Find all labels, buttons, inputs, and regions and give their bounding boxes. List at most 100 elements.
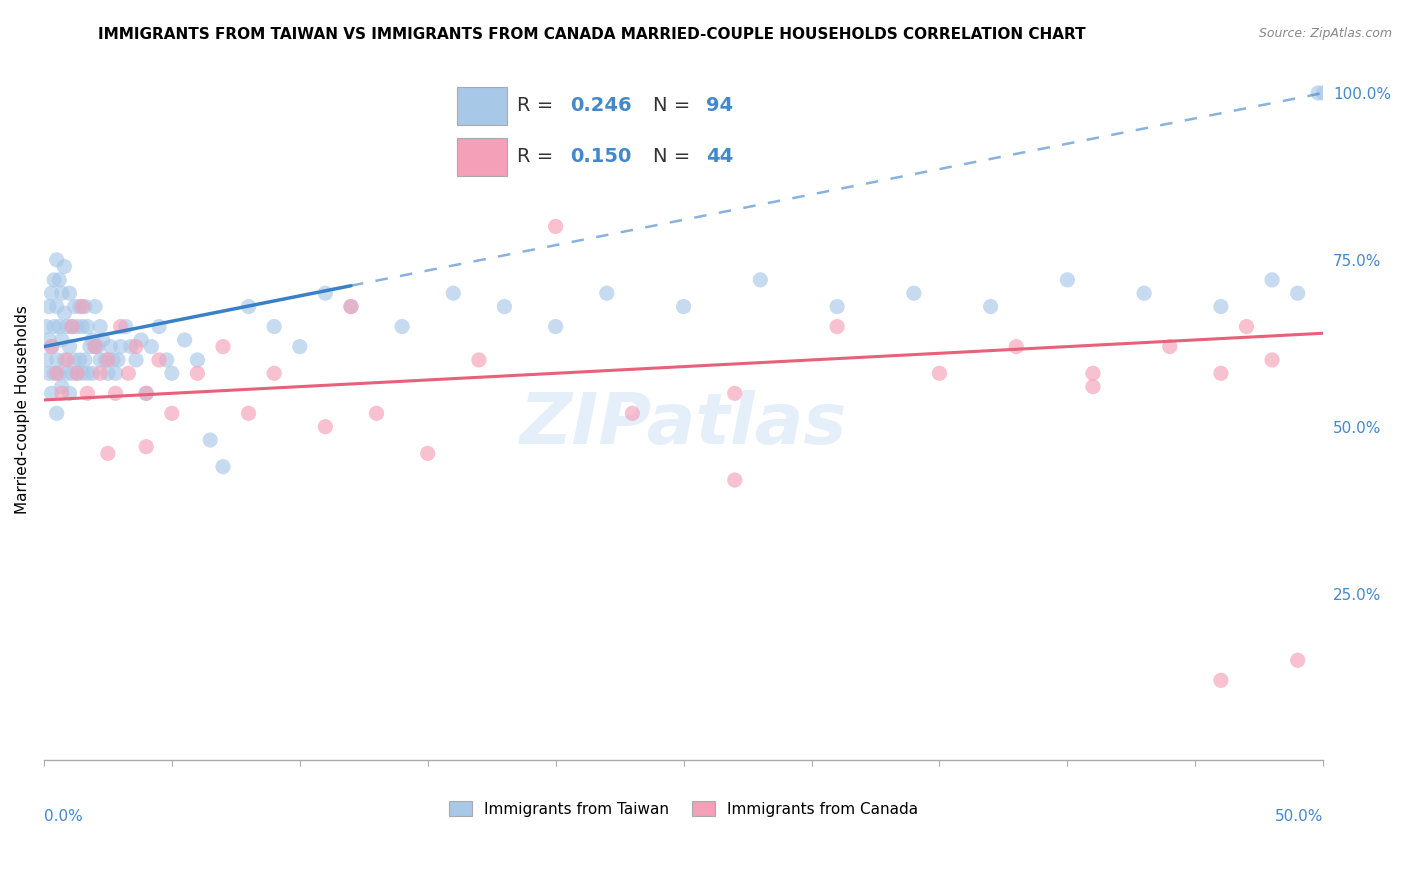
Point <box>129 333 152 347</box>
Point <box>66 366 89 380</box>
Point <box>60 319 83 334</box>
Point <box>38 300 60 314</box>
Text: ZIPatlas: ZIPatlas <box>520 390 848 458</box>
Point <box>91 333 114 347</box>
Point <box>53 353 76 368</box>
Point <box>212 340 235 354</box>
Point <box>1236 319 1258 334</box>
Point <box>51 379 73 393</box>
Point <box>1056 273 1078 287</box>
Point <box>263 319 285 334</box>
Point <box>340 300 363 314</box>
Point <box>160 406 183 420</box>
Point <box>104 366 127 380</box>
Point <box>596 286 619 301</box>
Point <box>825 300 848 314</box>
Point <box>76 386 98 401</box>
Point <box>200 433 222 447</box>
Point <box>117 366 139 380</box>
Point <box>97 446 120 460</box>
Point <box>1261 353 1284 368</box>
Point <box>66 366 89 380</box>
Point <box>53 260 76 274</box>
Point <box>1081 379 1104 393</box>
Point <box>45 300 67 314</box>
Point <box>42 366 65 380</box>
Point <box>1209 300 1232 314</box>
Y-axis label: Married-couple Households: Married-couple Households <box>15 306 30 515</box>
Point <box>186 366 208 380</box>
Point <box>58 386 80 401</box>
Point <box>56 366 79 380</box>
Point <box>366 406 388 420</box>
Point <box>1312 86 1334 100</box>
Point <box>79 340 101 354</box>
Point <box>544 219 567 234</box>
Point <box>749 273 772 287</box>
Point <box>42 319 65 334</box>
Point <box>51 333 73 347</box>
Point <box>73 353 96 368</box>
Point <box>148 353 170 368</box>
Point <box>1261 273 1284 287</box>
Point <box>416 446 439 460</box>
Point <box>84 300 107 314</box>
Point <box>544 319 567 334</box>
Point <box>980 300 1002 314</box>
Point <box>724 386 747 401</box>
Point <box>125 340 148 354</box>
Point <box>135 386 157 401</box>
Point <box>76 366 98 380</box>
Point <box>72 366 94 380</box>
Point <box>928 366 950 380</box>
Point <box>60 319 83 334</box>
Point <box>48 366 70 380</box>
Point <box>186 353 208 368</box>
Point <box>86 340 108 354</box>
Point <box>468 353 491 368</box>
Point <box>35 353 58 368</box>
Point <box>314 419 336 434</box>
Point <box>903 286 925 301</box>
Point <box>45 252 67 267</box>
Text: IMMIGRANTS FROM TAIWAN VS IMMIGRANTS FROM CANADA MARRIED-COUPLE HOUSEHOLDS CORRE: IMMIGRANTS FROM TAIWAN VS IMMIGRANTS FRO… <box>98 27 1085 42</box>
Point <box>125 353 148 368</box>
Point <box>84 340 107 354</box>
Point <box>238 406 260 420</box>
Point <box>73 300 96 314</box>
Point <box>51 386 73 401</box>
Point <box>1286 653 1309 667</box>
Point <box>69 353 91 368</box>
Point <box>89 366 111 380</box>
Point <box>60 366 83 380</box>
Point <box>38 333 60 347</box>
Point <box>72 319 94 334</box>
Point <box>51 286 73 301</box>
Text: Source: ZipAtlas.com: Source: ZipAtlas.com <box>1258 27 1392 40</box>
Point <box>97 366 120 380</box>
Point <box>314 286 336 301</box>
Point <box>1209 673 1232 688</box>
Point <box>148 319 170 334</box>
Point <box>58 286 80 301</box>
Point <box>89 353 111 368</box>
Point <box>135 386 157 401</box>
Point <box>141 340 163 354</box>
Text: 50.0%: 50.0% <box>1275 809 1323 824</box>
Point <box>160 366 183 380</box>
Point <box>238 300 260 314</box>
Point <box>340 300 363 314</box>
Text: 0.0%: 0.0% <box>44 809 83 824</box>
Point <box>38 366 60 380</box>
Point <box>621 406 644 420</box>
Point <box>82 366 104 380</box>
Point <box>66 319 89 334</box>
Point <box>58 340 80 354</box>
Point <box>173 333 195 347</box>
Point <box>107 353 129 368</box>
Point <box>1286 286 1309 301</box>
Point <box>104 386 127 401</box>
Legend: Immigrants from Taiwan, Immigrants from Canada: Immigrants from Taiwan, Immigrants from … <box>443 795 924 822</box>
Point <box>41 286 63 301</box>
Point <box>672 300 695 314</box>
